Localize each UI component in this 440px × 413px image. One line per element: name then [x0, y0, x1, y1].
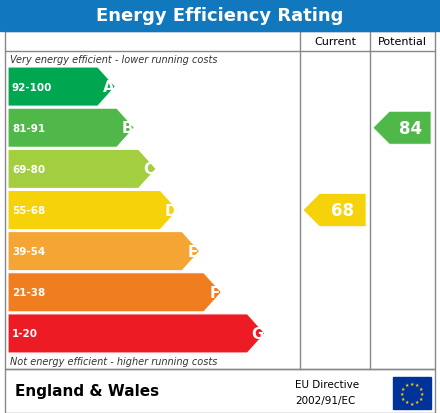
Text: England & Wales: England & Wales [15, 384, 159, 399]
Polygon shape [8, 191, 178, 230]
Polygon shape [8, 314, 265, 353]
Bar [5, 32, 435, 369]
Polygon shape [8, 109, 134, 148]
Text: ★: ★ [415, 382, 419, 387]
Text: D: D [165, 203, 177, 218]
Text: 69-80: 69-80 [12, 164, 45, 174]
Text: ★: ★ [418, 386, 423, 391]
Text: 21-38: 21-38 [12, 287, 45, 297]
Text: A: A [103, 80, 114, 95]
Text: ★: ★ [405, 399, 409, 404]
Text: ★: ★ [420, 391, 424, 396]
Text: 84: 84 [399, 119, 422, 138]
Polygon shape [373, 112, 431, 145]
Bar [5, 369, 435, 413]
Text: E: E [187, 244, 198, 259]
Text: Energy Efficiency Rating: Energy Efficiency Rating [96, 7, 344, 25]
Text: 55-68: 55-68 [12, 206, 45, 216]
Text: 92-100: 92-100 [12, 82, 52, 93]
Text: 2002/91/EC: 2002/91/EC [295, 395, 356, 405]
Text: Potential: Potential [378, 37, 427, 47]
Text: B: B [121, 121, 133, 136]
Polygon shape [303, 194, 366, 227]
Text: ★: ★ [400, 391, 404, 396]
Text: Not energy efficient - higher running costs: Not energy efficient - higher running co… [10, 356, 217, 366]
Text: ★: ★ [401, 386, 406, 391]
Bar [0, 0, 440, 32]
Polygon shape [8, 232, 200, 271]
Text: F: F [209, 285, 220, 300]
Text: 1-20: 1-20 [12, 329, 38, 339]
Text: 81-91: 81-91 [12, 123, 45, 133]
Text: EU Directive: EU Directive [295, 380, 359, 389]
Text: ★: ★ [410, 380, 414, 386]
Polygon shape [8, 68, 115, 107]
Text: 68: 68 [331, 202, 354, 219]
Text: Current: Current [314, 37, 356, 47]
Text: 39-54: 39-54 [12, 247, 45, 256]
Text: G: G [252, 326, 264, 341]
Text: ★: ★ [401, 396, 406, 401]
Bar [393, 377, 431, 409]
Text: ★: ★ [415, 399, 419, 404]
Text: ★: ★ [418, 396, 423, 401]
Text: ★: ★ [410, 401, 414, 406]
Text: ★: ★ [405, 382, 409, 387]
Text: Very energy efficient - lower running costs: Very energy efficient - lower running co… [10, 55, 217, 65]
Text: C: C [143, 162, 155, 177]
Polygon shape [8, 150, 156, 189]
Polygon shape [8, 273, 221, 312]
